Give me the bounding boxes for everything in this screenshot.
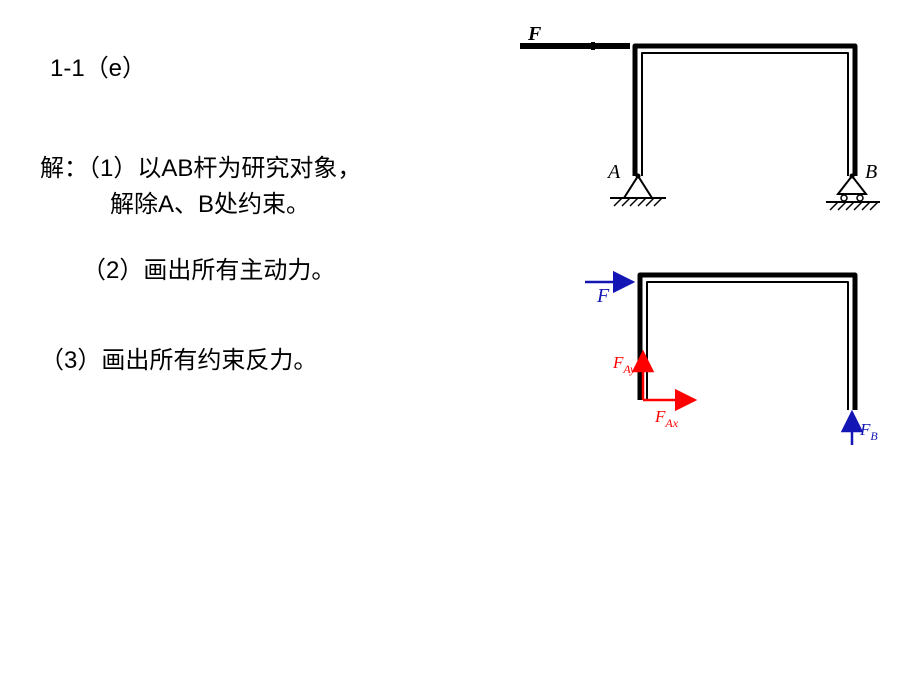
figure-free-body: F FAy FAx FB — [555, 260, 915, 460]
problem-title: 1-1（e） — [50, 48, 146, 83]
step-1-line-2: 解除A、B处约束。 — [110, 184, 310, 219]
step-1-line-1: 解：（1）以AB杆为研究对象， — [40, 148, 361, 183]
fig1-F-label: F — [527, 23, 542, 45]
figure-original: F A B — [520, 18, 900, 218]
fig2-FAx-label: FAx — [654, 407, 679, 430]
fig2-FAy-label: FAy — [612, 353, 636, 376]
step-2: （2）画出所有主动力。 — [82, 250, 335, 285]
step-3: （3）画出所有约束反力。 — [40, 340, 317, 375]
fig2-F-label: F — [596, 285, 610, 307]
fig2-FB-label: FB — [859, 420, 878, 443]
fig1-A-label: A — [606, 161, 621, 183]
fig1-B-label: B — [865, 161, 877, 183]
